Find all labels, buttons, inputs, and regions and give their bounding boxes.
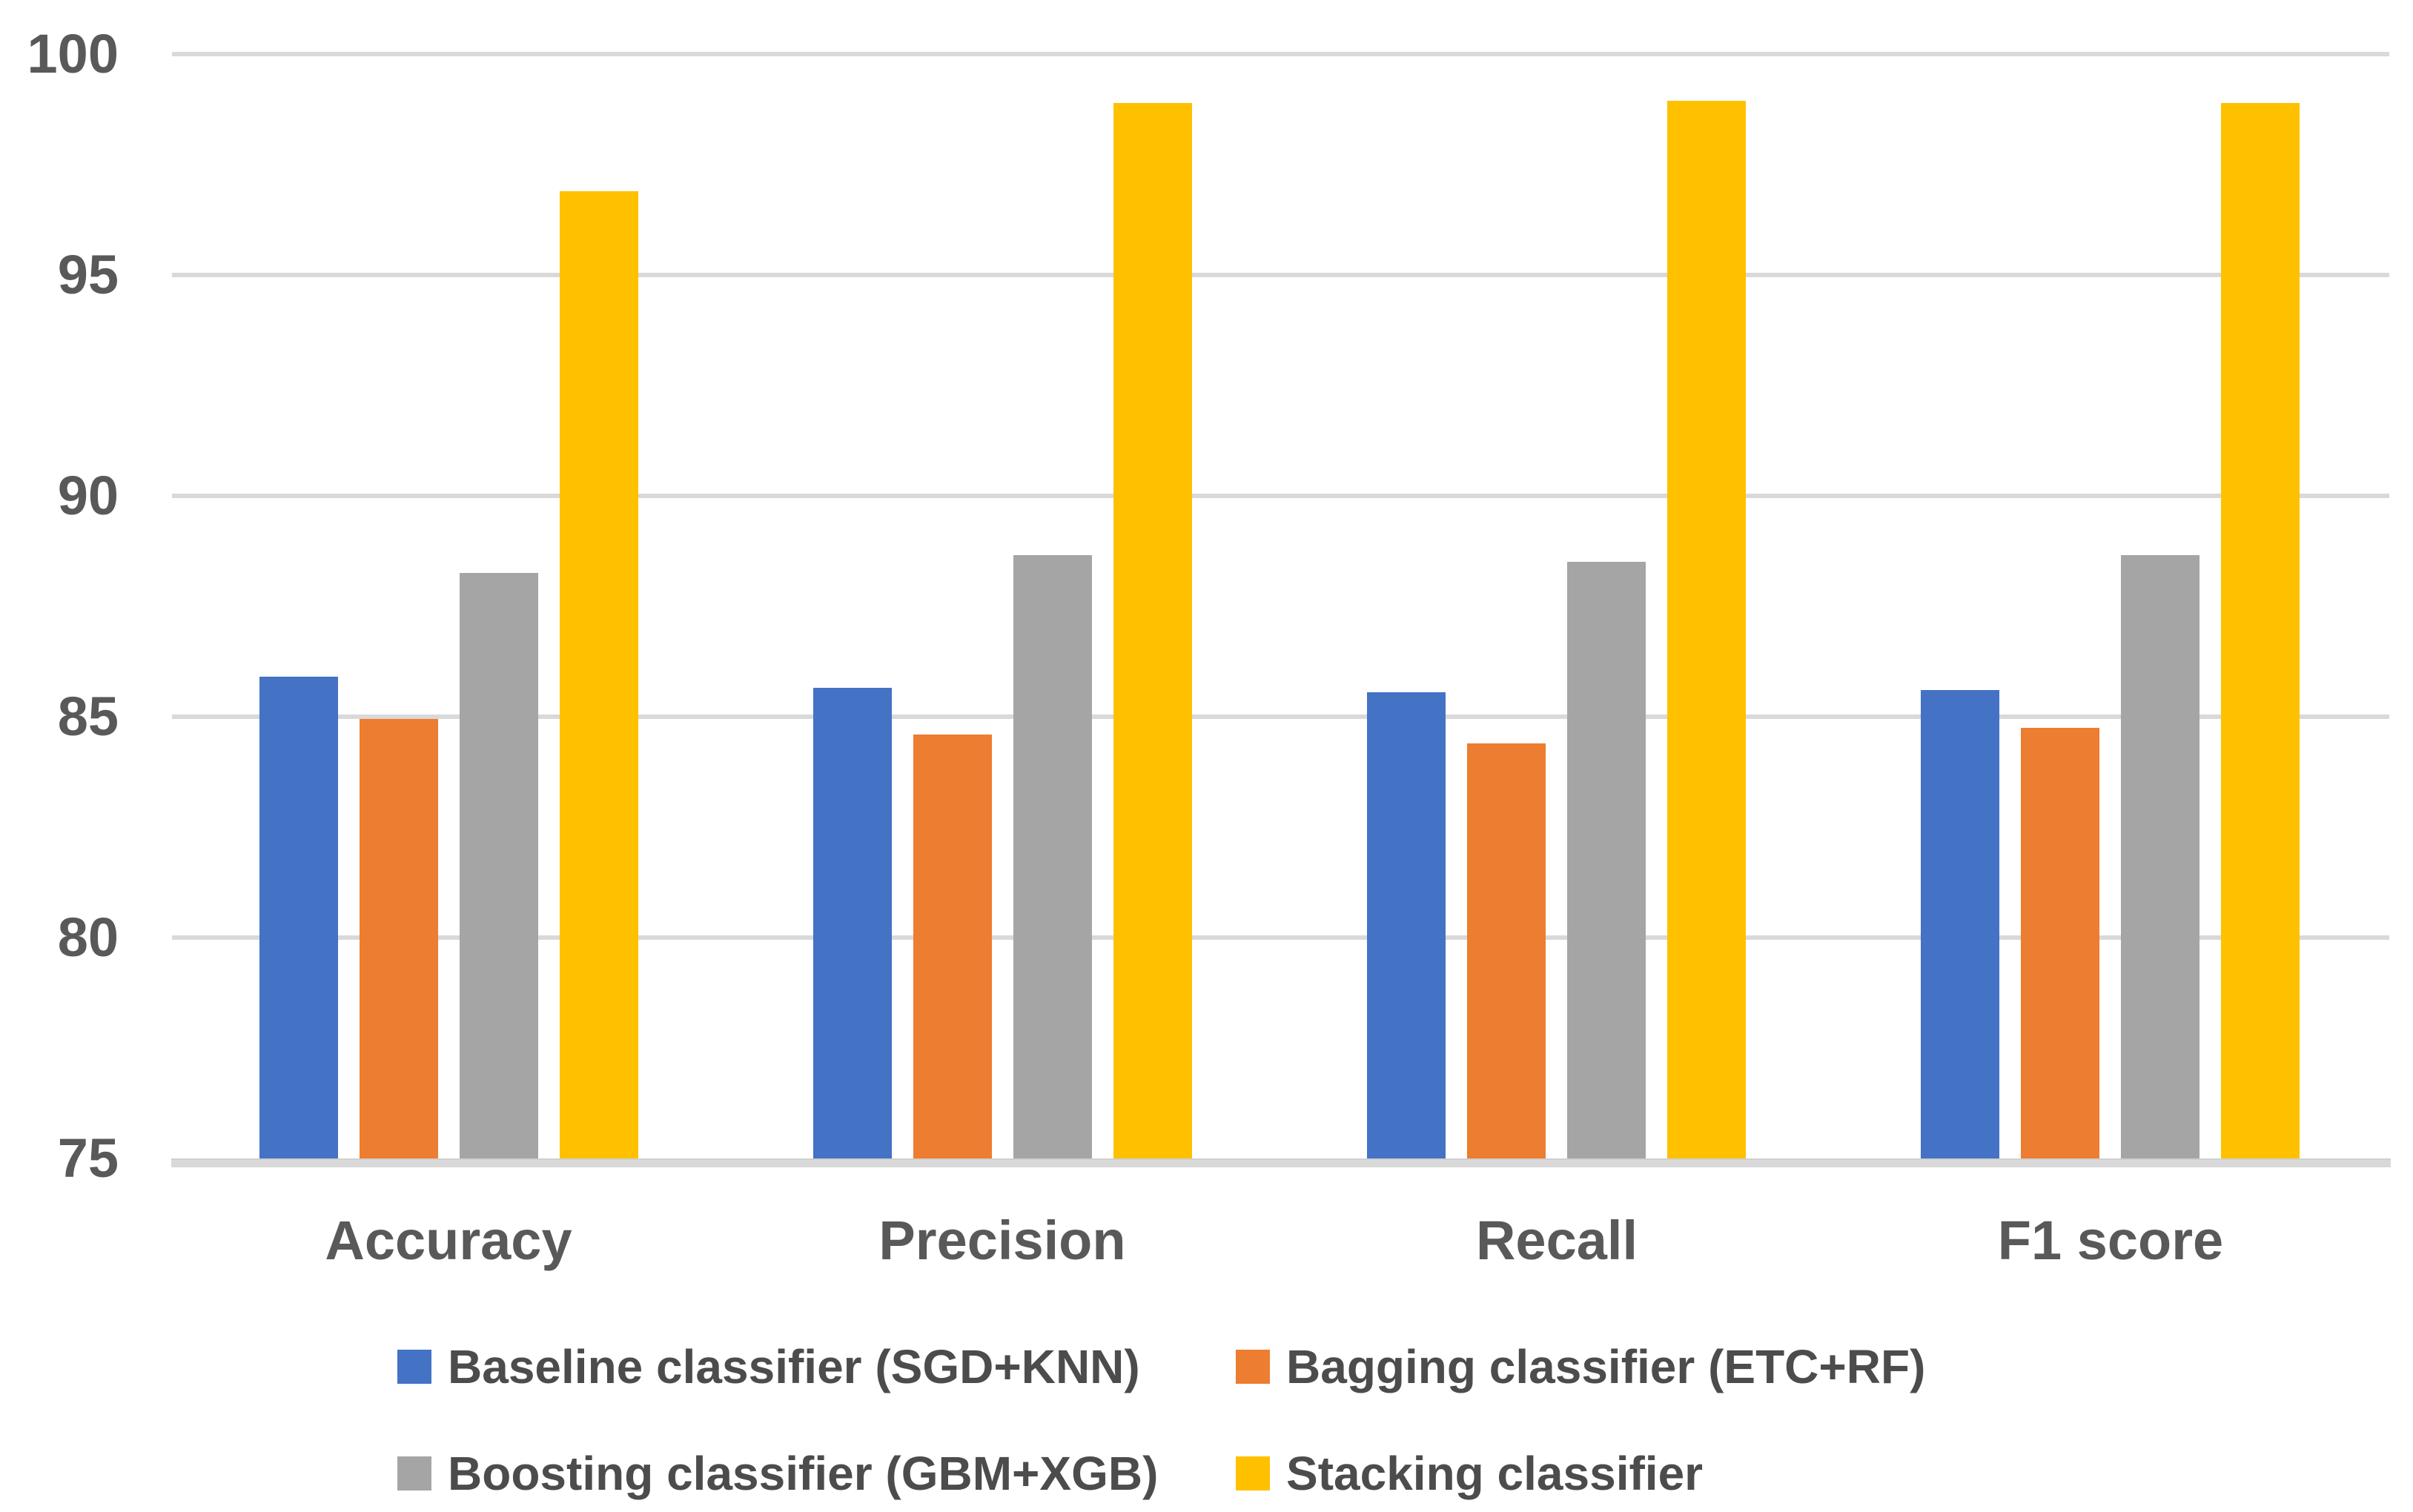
bar-2-recall: [1467, 743, 1546, 1158]
bar-1-accuracy: [259, 677, 338, 1158]
y-tick-label: 85: [57, 686, 119, 747]
gridline-95: [172, 273, 2389, 277]
bar-3-accuracy: [460, 573, 538, 1158]
bar-1-precision: [813, 688, 892, 1158]
bar-4-accuracy: [560, 191, 638, 1158]
bar-3-precision: [1013, 555, 1092, 1158]
legend-item: Stacking classifier: [1236, 1450, 1703, 1497]
y-tick-label: 90: [57, 465, 119, 526]
bar-3-recall: [1567, 562, 1646, 1158]
bar-2-precision: [913, 735, 992, 1158]
gridline-100: [172, 52, 2389, 56]
category-label-precision: Precision: [878, 1210, 1126, 1271]
legend-item: Baseline classifier (SGD+KNN): [397, 1343, 1140, 1390]
bar-4-f1-score: [2221, 103, 2300, 1158]
legend-label: Boosting classifier (GBM+XGB): [448, 1447, 1159, 1500]
legend-swatch-boosting-icon: [397, 1456, 431, 1491]
legend-item: Boosting classifier (GBM+XGB): [397, 1450, 1158, 1497]
bar-4-precision: [1113, 103, 1192, 1158]
bar-2-f1-score: [2021, 728, 2099, 1158]
legend-item: Bagging classifier (ETC+RF): [1236, 1343, 1925, 1390]
legend-swatch-baseline-icon: [397, 1350, 431, 1384]
bar-4-recall: [1667, 101, 1746, 1158]
bar-1-recall: [1367, 692, 1446, 1158]
gridline-90: [172, 494, 2389, 498]
category-label-accuracy: Accuracy: [325, 1210, 572, 1271]
bar-3-f1-score: [2121, 555, 2199, 1158]
bar-2-accuracy: [360, 719, 438, 1158]
legend-swatch-stacking-icon: [1236, 1456, 1270, 1491]
legend-swatch-bagging-icon: [1236, 1350, 1270, 1384]
legend-label: Baseline classifier (SGD+KNN): [448, 1340, 1140, 1393]
y-tick-label: 80: [57, 906, 119, 968]
category-label-recall: Recall: [1475, 1210, 1638, 1271]
y-tick-label: 100: [27, 23, 119, 84]
legend-label: Bagging classifier (ETC+RF): [1286, 1340, 1926, 1393]
y-tick-label: 75: [57, 1127, 119, 1189]
gridline-85: [172, 714, 2389, 719]
category-label-f1-score: F1 score: [1997, 1210, 2224, 1271]
legend-label: Stacking classifier: [1286, 1447, 1704, 1500]
bar-1-f1-score: [1921, 690, 1999, 1158]
y-tick-label: 95: [57, 244, 119, 305]
gridline-80: [172, 935, 2389, 940]
x-axis-line: [171, 1158, 2391, 1167]
